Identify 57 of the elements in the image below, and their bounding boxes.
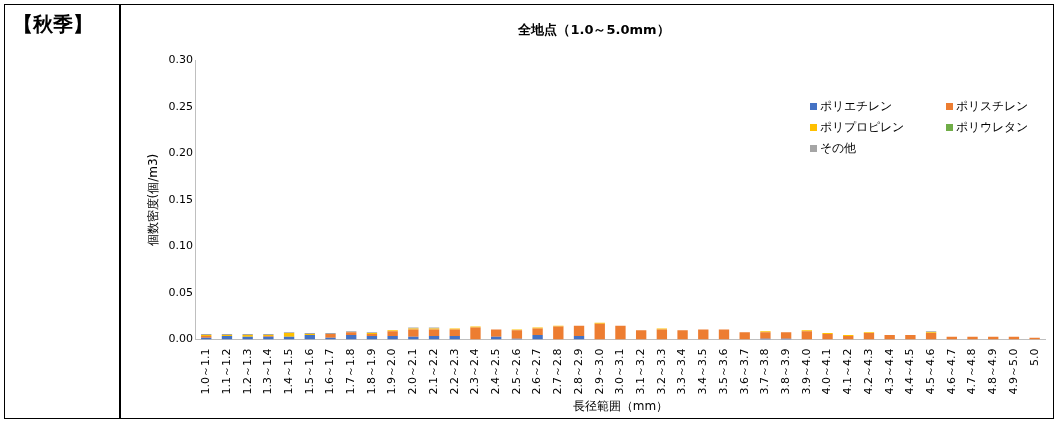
x-tick-label: 4.1～4.2 [841, 348, 855, 395]
y-tick-label: 0.25 [168, 99, 193, 113]
x-tick-label: 3.4～3.5 [696, 348, 710, 395]
x-tick-label: 1.9～2.0 [385, 348, 399, 395]
y-tick-label: 0.30 [168, 53, 193, 67]
legend-label: ポリプロピレン [820, 119, 904, 136]
legend-label: ポリスチレン [956, 98, 1028, 115]
x-tick-label: 4.4～4.5 [903, 348, 917, 395]
x-tick-label: 4.6～4.7 [944, 348, 958, 395]
x-axis-title: 長径範囲（mm） [572, 398, 669, 413]
x-tick-label: 4.0～4.1 [820, 348, 834, 395]
legend-label: ポリエチレン [820, 98, 892, 115]
x-tick-label: 3.8～3.9 [778, 348, 792, 395]
x-tick-label: 3.9～4.0 [799, 348, 813, 395]
y-tick-label: 0.20 [168, 146, 193, 160]
y-axis-title: 個数密度(個/m3) [146, 153, 161, 247]
x-tick-label: 1.6～1.7 [323, 348, 337, 395]
y-tick-label: 0.00 [168, 332, 193, 346]
x-tick-label: 1.8～1.9 [364, 348, 378, 395]
x-tick-label: 1.5～1.6 [302, 348, 316, 395]
x-tick-label: 3.6～3.7 [737, 348, 751, 395]
x-tick-label: 3.1～3.2 [634, 348, 648, 395]
y-tick-label: 0.15 [168, 192, 193, 206]
x-tick-label: 2.2～2.3 [447, 348, 461, 395]
x-tick-label: 4.2～4.3 [861, 348, 875, 395]
x-tick-label: 2.8～2.9 [571, 348, 585, 395]
x-tick-label: 5.0 [1027, 348, 1041, 367]
legend-label: その他 [820, 140, 856, 157]
x-tick-label: 1.7～1.8 [344, 348, 358, 395]
x-tick-label: 2.1～2.2 [426, 348, 440, 395]
x-tick-label: 3.2～3.3 [654, 348, 668, 395]
x-tick-label: 4.3～4.4 [882, 348, 896, 395]
x-tick-label: 2.4～2.5 [489, 348, 503, 395]
x-tick-label: 4.5～4.6 [923, 348, 937, 395]
x-tick-label: 3.7～3.8 [758, 348, 772, 395]
y-tick-label: 0.10 [168, 239, 193, 253]
text: 【秋季】 [13, 11, 93, 38]
x-tick-label: 3.0～3.1 [613, 348, 627, 395]
x-tick-label: 2.0～2.1 [406, 348, 420, 395]
x-tick-label: 4.9～5.0 [1006, 348, 1020, 395]
x-tick-label: 2.3～2.4 [468, 348, 482, 395]
y-tick-label: 0.05 [168, 285, 193, 299]
x-tick-label: 1.2～1.3 [240, 348, 254, 395]
x-tick-label: 4.7～4.8 [965, 348, 979, 395]
x-tick-label: 2.5～2.6 [509, 348, 523, 395]
x-tick-label: 2.6～2.7 [530, 348, 544, 395]
x-tick-label: 1.1～1.2 [219, 348, 233, 395]
x-tick-label: 1.0～1.1 [199, 348, 213, 395]
x-tick-label: 2.7～2.8 [551, 348, 565, 395]
x-tick-label: 3.3～3.4 [675, 348, 689, 395]
x-tick-label: 1.3～1.4 [261, 348, 275, 395]
x-tick-label: 4.8～4.9 [986, 348, 1000, 395]
x-tick-label: 2.9～3.0 [592, 348, 606, 395]
x-tick-label: 1.4～1.5 [281, 348, 295, 395]
chart-title: 全地点（1.0～5.0mm） [517, 22, 670, 38]
x-tick-label: 3.5～3.6 [716, 348, 730, 395]
legend-label: ポリウレタン [956, 119, 1028, 136]
